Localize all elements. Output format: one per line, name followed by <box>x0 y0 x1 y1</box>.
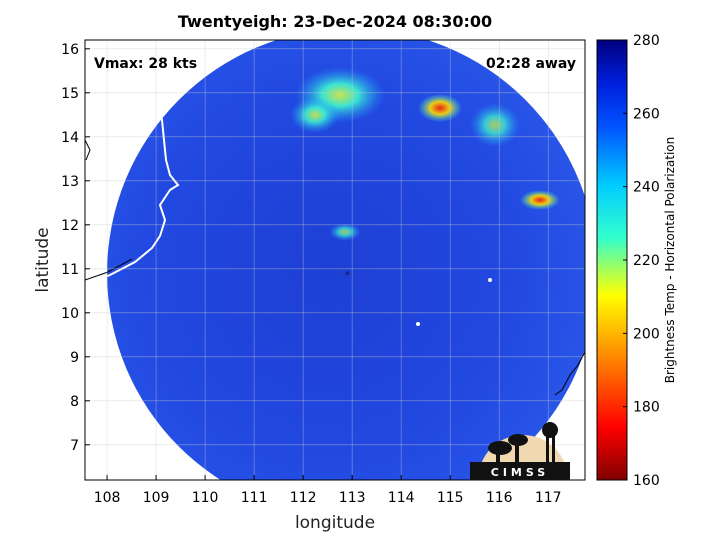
convection-band-north-2 <box>290 97 340 133</box>
coastline-west <box>85 139 91 161</box>
x-tick-label: 112 <box>290 490 317 506</box>
y-tick-label: 11 <box>61 262 79 278</box>
island-marker <box>488 278 492 282</box>
colorbar-tick-label: 200 <box>633 326 660 342</box>
convection-cell-center <box>329 223 361 241</box>
convection-cell-east <box>520 190 560 210</box>
x-tick-label: 116 <box>486 490 513 506</box>
colorbar-tick-label: 220 <box>633 253 660 269</box>
colorbar-tick-label: 160 <box>633 473 660 489</box>
colorbar-tick-label: 260 <box>633 106 660 122</box>
y-tick-label: 15 <box>61 86 79 102</box>
coastline-vietnam <box>85 40 180 286</box>
y-tick-label: 9 <box>70 350 79 366</box>
logo-text: CIMSS <box>491 466 549 479</box>
y-axis-ticks: 7 8 9 10 11 12 13 14 15 16 <box>61 42 90 454</box>
y-tick-label: 13 <box>61 174 79 190</box>
y-tick-label: 8 <box>70 394 79 410</box>
map-grid <box>85 40 585 480</box>
x-tick-label: 114 <box>388 490 415 506</box>
colorbar-tick-label: 280 <box>633 33 660 49</box>
convection-cell-northeast <box>418 94 462 122</box>
cimss-logo: CIMSS <box>470 422 570 480</box>
colorbar-tick-label: 240 <box>633 180 660 196</box>
storm-center <box>345 271 350 276</box>
x-axis-ticks: 108 109 110 111 112 113 114 115 116 117 <box>94 475 562 506</box>
x-tick-label: 111 <box>241 490 268 506</box>
map-title: Twentyeigh: 23-Dec-2024 08:30:00 <box>177 12 493 31</box>
y-tick-label: 7 <box>70 438 79 454</box>
x-tick-label: 108 <box>94 490 121 506</box>
colorbar <box>596 39 628 481</box>
y-tick-label: 16 <box>61 42 79 58</box>
colorbar-ticks: 280 260 240 220 200 180 160 <box>623 33 660 489</box>
convection-features <box>290 67 560 241</box>
convection-band-east <box>470 103 520 147</box>
vmax-annotation: Vmax: 28 kts <box>94 56 197 72</box>
colorbar-label: Brightness Temp - Horizontal Polarizatio… <box>663 137 677 384</box>
colorbar-tick-label: 180 <box>633 400 660 416</box>
x-tick-label: 109 <box>143 490 170 506</box>
coastline-vietnam-outside <box>85 258 133 281</box>
x-tick-label: 115 <box>437 490 464 506</box>
x-tick-label: 117 <box>535 490 562 506</box>
time-away-annotation: 02:28 away <box>486 56 576 72</box>
y-tick-label: 14 <box>61 130 79 146</box>
y-tick-label: 12 <box>61 218 79 234</box>
plot-frame <box>84 39 586 481</box>
microwave-swath <box>107 40 585 480</box>
island-marker-2 <box>416 322 420 326</box>
y-axis-label: latitude <box>33 227 53 292</box>
x-tick-label: 110 <box>192 490 219 506</box>
coastline-philippines <box>554 351 585 396</box>
x-tick-label: 113 <box>339 490 366 506</box>
x-axis-label: longitude <box>295 513 375 533</box>
y-tick-label: 10 <box>61 306 79 322</box>
